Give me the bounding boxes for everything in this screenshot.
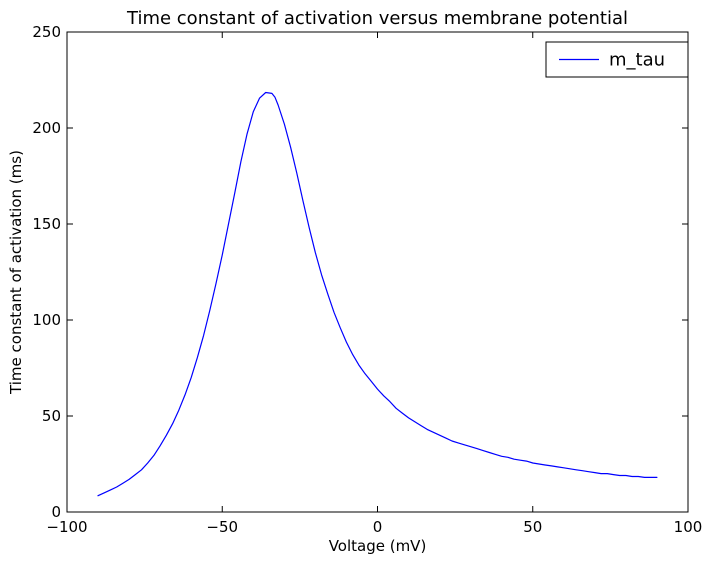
y-tick-label: 0	[51, 503, 61, 521]
plot-area	[66, 31, 689, 513]
x-tick-label: −50	[206, 518, 238, 536]
x-tick-label: −100	[46, 518, 87, 536]
series-line-m-tau	[97, 91, 658, 497]
plot-frame	[66, 31, 689, 513]
chart-title: Time constant of activation versus membr…	[126, 8, 628, 29]
x-axis-label: Voltage (mV)	[329, 537, 427, 555]
legend-label: m_tau	[609, 50, 665, 71]
y-tick-label: 200	[32, 119, 61, 137]
y-tick-label: 150	[32, 215, 61, 233]
legend: m_tau	[545, 41, 689, 78]
data-series	[97, 91, 658, 497]
x-tick-label: 0	[373, 518, 383, 536]
y-axis-label: Time constant of activation (ms)	[7, 150, 25, 395]
axis-ticks	[66, 31, 689, 513]
x-tick-label: 50	[523, 518, 542, 536]
y-tick-label: 50	[42, 407, 61, 425]
y-tick-label: 100	[32, 311, 61, 329]
axis-tick-labels: −100 −50 0 50 100 0 50 100 150 200 250	[32, 23, 702, 536]
y-tick-label: 250	[32, 23, 61, 41]
x-tick-label: 100	[674, 518, 703, 536]
